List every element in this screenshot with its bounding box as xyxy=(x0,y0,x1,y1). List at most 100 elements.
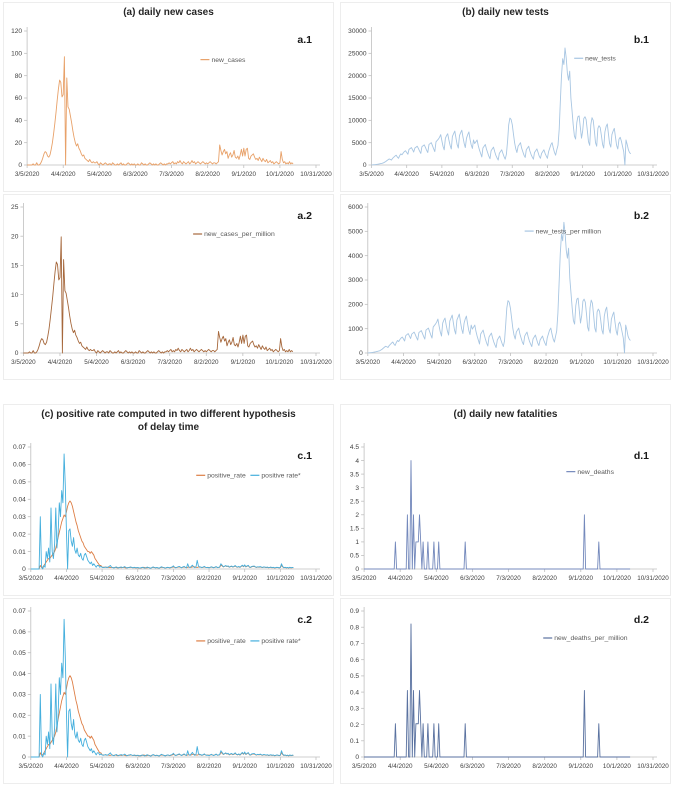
x-tick-label: 6/3/2020 xyxy=(125,763,150,770)
y-tick-label: 5000 xyxy=(348,229,363,236)
y-tick-label: 0.8 xyxy=(350,624,359,631)
corner-label-c1: c.1 xyxy=(297,450,312,462)
series-line-new_tests xyxy=(371,47,632,166)
y-tick-label: 1000 xyxy=(348,326,363,333)
chart-b1: 0 5000 10000 15000 20000 25000 30000 3/5/2020 4/… xyxy=(341,19,670,191)
panel-d-title: (d) daily new fatalities xyxy=(453,409,558,420)
x-tick-label: 5/4/2020 xyxy=(424,575,449,582)
y-tick-label: 120 xyxy=(11,28,22,35)
y-tick-label: 25000 xyxy=(348,51,367,58)
x-tick-label: 3/5/2020 xyxy=(359,171,384,178)
x-tick-label: 5/4/2020 xyxy=(427,359,452,366)
y-tick-label: 40 xyxy=(15,118,23,125)
x-tick-label: 9/1/2020 xyxy=(570,171,595,178)
corner-label-d1: d.1 xyxy=(634,450,649,462)
chart-svg-a1: 0 20 40 60 80 100 120 3/5/2020 4/4/2020 5/4/2020 6… xyxy=(11,27,332,178)
y-tick-label: 25 xyxy=(11,204,19,211)
y-tick-label: 0.4 xyxy=(350,689,359,696)
legend-label-new_cases_per_million: new_cases_per_million xyxy=(204,231,275,238)
y-tick-label: 0.02 xyxy=(13,531,26,538)
y-tick-label: 6000 xyxy=(348,204,363,211)
chart-svg-d1: 0 0.5 1 1.5 2 2.5 3 3.5 4 4.5 3/5/2020 4/4/2020 5/4/… xyxy=(350,443,669,582)
y-tick-label: 4.5 xyxy=(350,444,359,451)
chart-b1-box: (b) daily new tests 0 5000 10000 15000 20000… xyxy=(340,2,671,192)
corner-label-a2: a.2 xyxy=(297,210,312,222)
x-tick-label: 10/31/2020 xyxy=(637,763,669,770)
corner-label-b1: b.1 xyxy=(634,34,649,46)
y-tick-label: 1.5 xyxy=(350,526,359,533)
legend-label-new_cases: new_cases xyxy=(211,57,246,64)
panel-c: (c) positive rate computed in two differ… xyxy=(0,404,337,786)
x-tick-label: 10/1/2020 xyxy=(603,359,632,366)
x-tick-label: 7/3/2020 xyxy=(496,575,521,582)
y-tick-label: 0.1 xyxy=(350,738,359,745)
y-tick-label: 2.5 xyxy=(350,498,359,505)
x-tick-label: 7/3/2020 xyxy=(161,575,186,582)
x-tick-label: 3/5/2020 xyxy=(19,575,44,582)
y-tick-label: 0.03 xyxy=(13,692,26,699)
chart-svg-a2: 0 5 10 15 20 25 3/5/2020 4/4/2020 5/4/2020 6/3/20… xyxy=(11,203,332,366)
chart-svg-b2: 0 1000 2000 3000 4000 5000 6000 3/5/2020 4/4/202… xyxy=(348,203,669,366)
x-tick-label: 4/4/2020 xyxy=(391,359,416,366)
panel-c-title: (c) positive rate computed in two differ… xyxy=(41,409,296,433)
x-tick-label: 10/1/2020 xyxy=(265,359,294,366)
panel-b: (b) daily new tests 0 5000 10000 15000 20000… xyxy=(337,2,674,382)
legend-label-positive rate*: positive rate* xyxy=(261,638,301,645)
x-tick-label: 10/1/2020 xyxy=(266,763,295,770)
y-tick-label: 0.05 xyxy=(13,479,26,486)
legend-label-positive_rate: positive_rate xyxy=(207,473,246,480)
chart-a1-box: (a) daily new cases 0 20 40 60 80 100 120 3/5/2… xyxy=(3,2,334,192)
chart-a1: 0 20 40 60 80 100 120 3/5/2020 4/4/2020 5/4/2020 6… xyxy=(4,19,333,191)
y-tick-label: 0 xyxy=(15,350,19,357)
x-tick-label: 6/3/2020 xyxy=(125,575,150,582)
x-tick-label: 9/1/2020 xyxy=(569,359,594,366)
panel-d: (d) daily new fatalities 0 0.5 1 1.5 2 2.5 3 3.… xyxy=(337,404,674,786)
y-tick-label: 0 xyxy=(18,162,22,169)
y-tick-label: 0.3 xyxy=(350,706,359,713)
corner-label-a1: a.1 xyxy=(297,34,312,46)
x-tick-label: 10/1/2020 xyxy=(604,171,633,178)
corner-label-d2: d.2 xyxy=(634,614,649,626)
x-tick-label: 8/2/2020 xyxy=(532,575,557,582)
y-tick-label: 0.01 xyxy=(13,733,26,740)
y-tick-label: 60 xyxy=(15,95,23,102)
figure-grid: (a) daily new cases 0 20 40 60 80 100 120 3/5/2… xyxy=(0,2,674,786)
legend-label-new_deaths_per_million: new_deaths_per_million xyxy=(554,635,628,642)
x-tick-label: 6/3/2020 xyxy=(121,359,146,366)
series-line-new_cases xyxy=(27,56,294,166)
chart-c2: 0 0.01 0.02 0.03 0.04 0.05 0.06 0.07 3/5/2020 4/4… xyxy=(4,599,333,783)
x-tick-label: 10/31/2020 xyxy=(637,359,669,366)
y-tick-label: 5000 xyxy=(352,140,367,147)
x-tick-label: 5/4/2020 xyxy=(90,575,115,582)
y-tick-label: 10000 xyxy=(348,118,367,125)
x-tick-label: 7/3/2020 xyxy=(161,763,186,770)
y-tick-label: 0 xyxy=(355,566,359,573)
x-tick-label: 9/1/2020 xyxy=(569,575,594,582)
x-tick-label: 9/1/2020 xyxy=(231,359,256,366)
x-tick-label: 10/31/2020 xyxy=(300,575,332,582)
y-tick-label: 2 xyxy=(355,512,359,519)
legend-label-new_tests_per million: new_tests_per million xyxy=(536,228,602,235)
chart-d2: 0 0.1 0.2 0.3 0.4 0.5 0.6 0.7 0.8 0.9 3/5/2020 4/4/… xyxy=(341,599,670,783)
x-tick-label: 8/2/2020 xyxy=(535,171,560,178)
x-tick-label: 6/3/2020 xyxy=(465,171,490,178)
x-tick-label: 10/1/2020 xyxy=(603,763,632,770)
y-tick-label: 100 xyxy=(11,51,22,58)
x-tick-label: 7/3/2020 xyxy=(157,359,182,366)
x-tick-label: 8/2/2020 xyxy=(195,171,220,178)
chart-d1: 0 0.5 1 1.5 2 2.5 3 3.5 4 4.5 3/5/2020 4/4/2020 5/4/… xyxy=(341,435,670,595)
y-tick-label: 1 xyxy=(355,539,359,546)
y-tick-label: 0.2 xyxy=(350,722,359,729)
y-tick-label: 0.07 xyxy=(13,608,26,615)
panel-a-title: (a) daily new cases xyxy=(123,7,214,18)
x-tick-label: 4/4/2020 xyxy=(54,575,79,582)
y-tick-label: 0 xyxy=(363,162,367,169)
panel-a: (a) daily new cases 0 20 40 60 80 100 120 3/5/2… xyxy=(0,2,337,382)
x-tick-label: 8/2/2020 xyxy=(532,763,557,770)
legend-label-new_tests: new_tests xyxy=(585,55,616,62)
x-tick-label: 5/4/2020 xyxy=(90,763,115,770)
chart-d2-box: 0 0.1 0.2 0.3 0.4 0.5 0.6 0.7 0.8 0.9 3/5/2020 4/4/… xyxy=(340,598,671,784)
x-tick-label: 10/31/2020 xyxy=(300,763,332,770)
chart-c1-box: (c) positive rate computed in two differ… xyxy=(3,404,334,596)
chart-a2: 0 5 10 15 20 25 3/5/2020 4/4/2020 5/4/2020 6/3/20… xyxy=(4,195,333,379)
